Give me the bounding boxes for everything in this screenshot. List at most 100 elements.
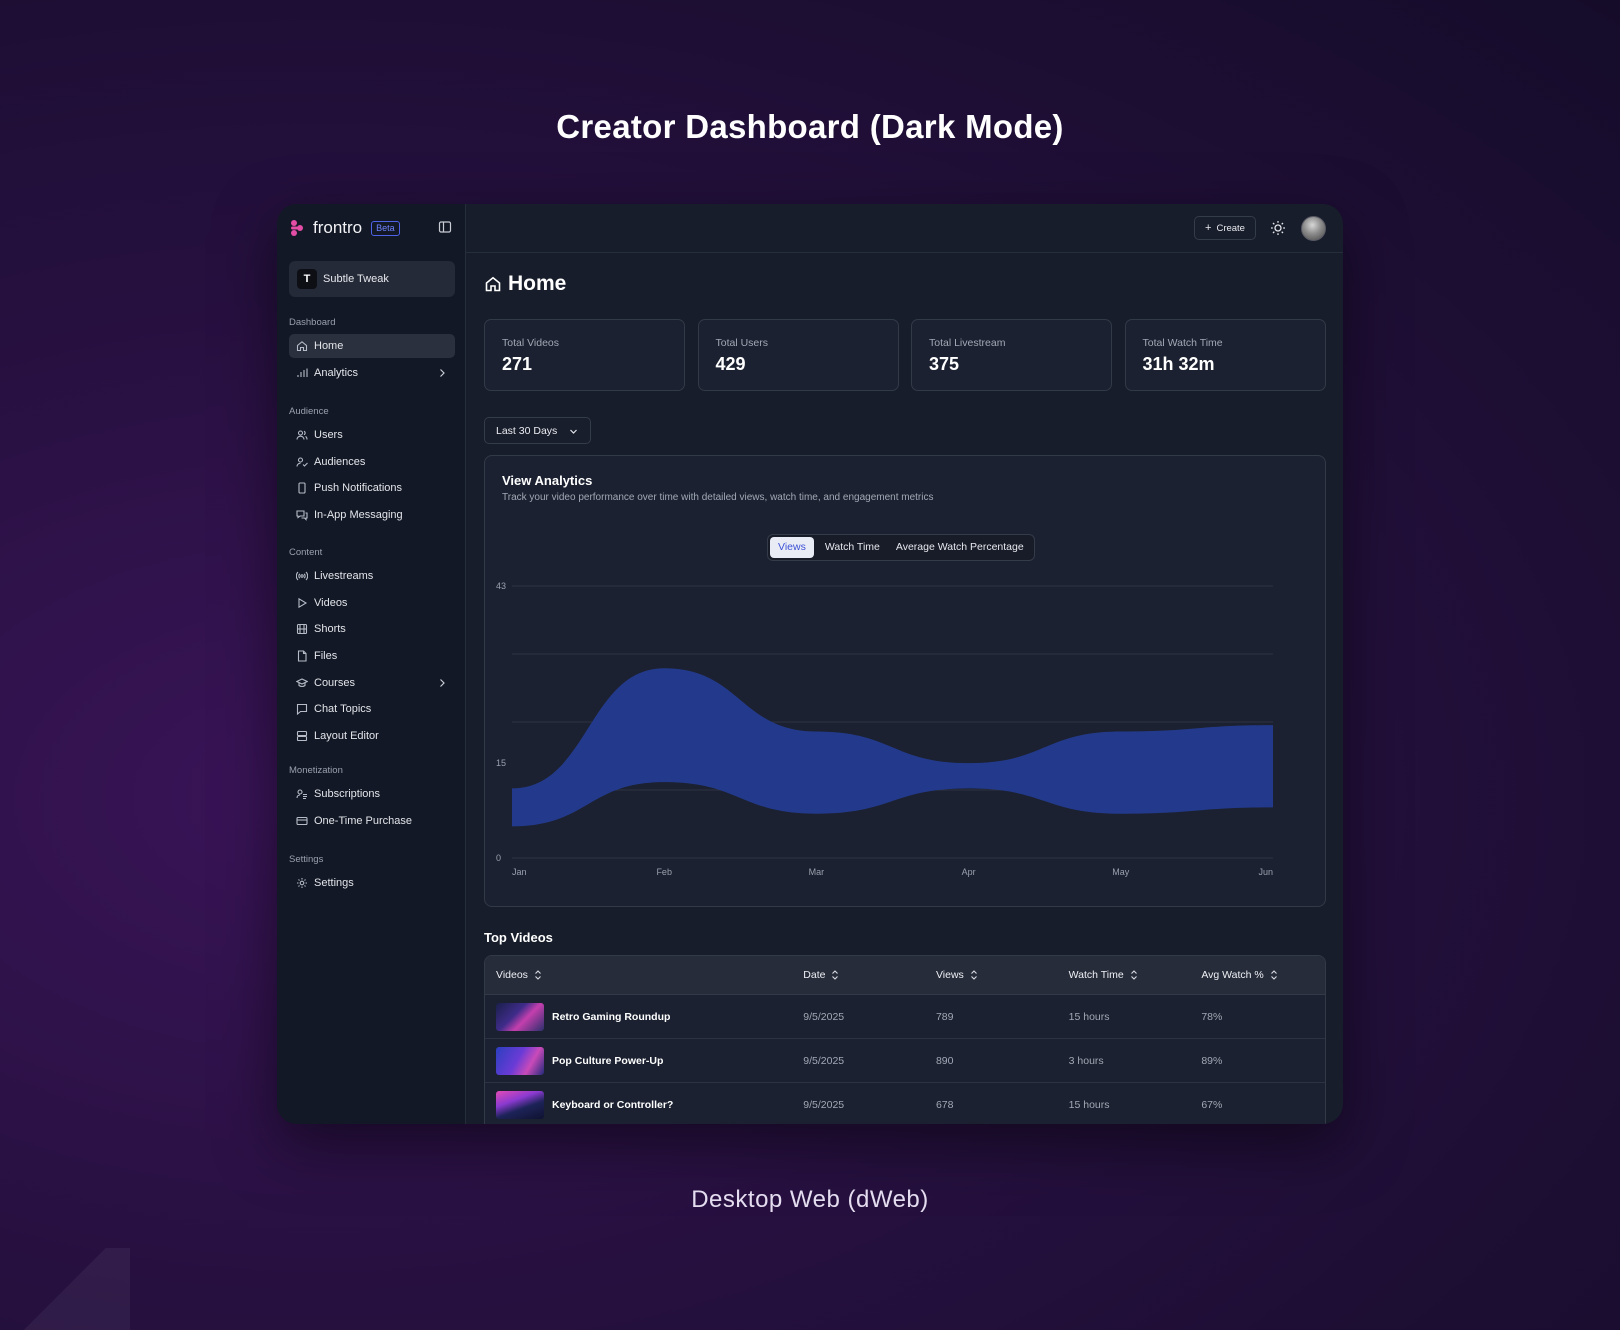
sidebar-item-home[interactable]: Home (289, 334, 455, 358)
sidebar-item-label: Layout Editor (314, 730, 379, 743)
date-range-value: Last 30 Days (496, 424, 558, 437)
video-avg-watch: 67% (1201, 1098, 1223, 1111)
play-icon (298, 597, 308, 608)
column-header-avg-watch[interactable]: Avg Watch % (1201, 969, 1325, 981)
phone-icon (298, 482, 306, 494)
sidebar-item-subscriptions[interactable]: Subscriptions (289, 782, 455, 806)
table-row[interactable]: Keyboard or Controller? 9/5/2025 678 15 … (485, 1083, 1325, 1124)
stats-row: Total Videos 271 Total Users 429 Total L… (484, 319, 1326, 391)
profile-avatar[interactable] (1301, 216, 1326, 241)
column-header-watch-time[interactable]: Watch Time (1069, 969, 1202, 981)
sort-icon (1130, 970, 1137, 980)
video-views: 890 (935, 1054, 954, 1067)
column-header-date[interactable]: Date (803, 969, 936, 981)
sidebar-toggle-icon[interactable] (438, 220, 452, 234)
nav-section-dashboard: Dashboard Home Analytics (289, 317, 455, 387)
stat-label: Total Watch Time (1142, 337, 1223, 349)
table-row[interactable]: Retro Gaming Roundup 9/5/2025 789 15 hou… (485, 995, 1325, 1039)
video-thumbnail (496, 1002, 544, 1031)
sidebar-item-files[interactable]: Files (289, 644, 455, 668)
nav-section-content: Content Livestreams Videos Shorts Files … (289, 547, 455, 751)
analytics-description: Track your video performance over time w… (502, 492, 934, 503)
views-area (512, 668, 1273, 827)
tab-watch-time[interactable]: Watch Time (824, 541, 880, 553)
sidebar-item-label: Analytics (314, 366, 359, 379)
sidebar-item-in-app-messaging[interactable]: In-App Messaging (289, 503, 455, 527)
sidebar-item-audiences[interactable]: Audiences (289, 450, 455, 474)
stat-card-total-videos: Total Videos 271 (484, 319, 685, 391)
video-watch-time: 15 hours (1068, 1098, 1110, 1111)
column-header-videos[interactable]: Videos (485, 969, 803, 981)
video-watch-time: 15 hours (1068, 1010, 1110, 1023)
sidebar-item-courses[interactable]: Courses (289, 671, 455, 695)
create-button[interactable]: + Create (1194, 216, 1256, 240)
video-title: Keyboard or Controller? (552, 1098, 674, 1111)
brand-name: frontro (313, 218, 363, 237)
home-icon (485, 276, 501, 292)
stat-card-total-users: Total Users 429 (697, 319, 899, 391)
x-tick-label: Jan (512, 867, 527, 877)
topbar: + Create (466, 204, 1343, 253)
stat-label: Total Livestream (929, 337, 1006, 349)
brand[interactable]: frontro Beta (289, 216, 400, 240)
sidebar-item-label: Push Notifications (314, 482, 403, 495)
y-tick-label: 43 (496, 581, 506, 591)
sidebar-item-livestreams[interactable]: Livestreams (289, 564, 455, 588)
gear-icon (297, 878, 307, 888)
sidebar-item-videos[interactable]: Videos (289, 591, 455, 615)
messages-icon (296, 510, 308, 521)
video-date: 9/5/2025 (803, 1054, 845, 1067)
sidebar-item-one-time-purchase[interactable]: One-Time Purchase (289, 809, 455, 833)
stat-value: 31h 32m (1142, 354, 1215, 374)
x-tick-label: Apr (962, 867, 976, 877)
app-window: frontro Beta T Subtle Tweak Dashboard Ho… (277, 204, 1343, 1124)
video-date: 9/5/2025 (803, 1098, 845, 1111)
user-check-icon (296, 457, 308, 467)
sidebar-item-shorts[interactable]: Shorts (289, 617, 455, 641)
nav-heading: Dashboard (289, 317, 336, 328)
file-icon (297, 650, 307, 662)
tab-average-watch-percentage[interactable]: Average Watch Percentage (895, 541, 1024, 553)
sidebar-item-users[interactable]: Users (289, 423, 455, 447)
tab-views[interactable]: Views (770, 537, 814, 558)
nav-section-monetization: Monetization Subscriptions One-Time Purc… (289, 765, 455, 835)
sidebar-item-chat-topics[interactable]: Chat Topics (289, 697, 455, 721)
top-videos-table: Videos Date Views Watch Time Avg Watch % (484, 955, 1326, 1124)
sidebar-item-label: Users (314, 429, 343, 441)
sidebar-item-label: In-App Messaging (314, 509, 403, 522)
film-icon (296, 624, 308, 635)
credit-card-icon (296, 816, 308, 825)
date-range-select[interactable]: Last 30 Days (484, 417, 591, 444)
video-date: 9/5/2025 (803, 1010, 845, 1023)
sidebar-item-label: Livestreams (314, 570, 374, 582)
sun-icon[interactable] (1270, 220, 1286, 236)
column-label: Views (935, 969, 964, 981)
nav-heading: Content (289, 547, 323, 558)
video-cell: Pop Culture Power-Up (485, 1046, 803, 1075)
column-label: Watch Time (1068, 969, 1124, 981)
y-tick-label: 0 (496, 853, 501, 863)
sidebar-item-label: Settings (314, 877, 354, 889)
sidebar-item-layout-editor[interactable]: Layout Editor (289, 724, 455, 748)
sidebar-item-label: Shorts (314, 623, 346, 636)
video-views: 789 (935, 1010, 954, 1023)
sidebar-item-analytics[interactable]: Analytics (289, 361, 455, 385)
corner-decoration (0, 1248, 130, 1330)
stat-label: Total Users (715, 337, 769, 349)
broadcast-icon (296, 571, 308, 581)
main-content: + Create Home Total Videos 271 Total Use… (466, 204, 1343, 1124)
view-analytics-card: View Analytics Track your video performa… (484, 455, 1326, 907)
column-label: Videos (496, 969, 528, 981)
sidebar-item-label: Chat Topics (314, 703, 372, 716)
sidebar-item-label: Audiences (314, 455, 366, 468)
sidebar-item-push-notifications[interactable]: Push Notifications (289, 476, 455, 500)
create-button-label: Create (1216, 222, 1245, 234)
analytics-title: View Analytics (502, 473, 593, 488)
sidebar-item-settings[interactable]: Settings (289, 871, 455, 895)
workspace-name: Subtle Tweak (323, 273, 389, 285)
video-watch-time: 3 hours (1068, 1054, 1104, 1067)
sidebar-item-label: Subscriptions (314, 788, 381, 800)
table-row[interactable]: Pop Culture Power-Up 9/5/2025 890 3 hour… (485, 1039, 1325, 1083)
column-header-views[interactable]: Views (936, 969, 1069, 981)
workspace-switcher[interactable]: T Subtle Tweak (289, 261, 455, 297)
